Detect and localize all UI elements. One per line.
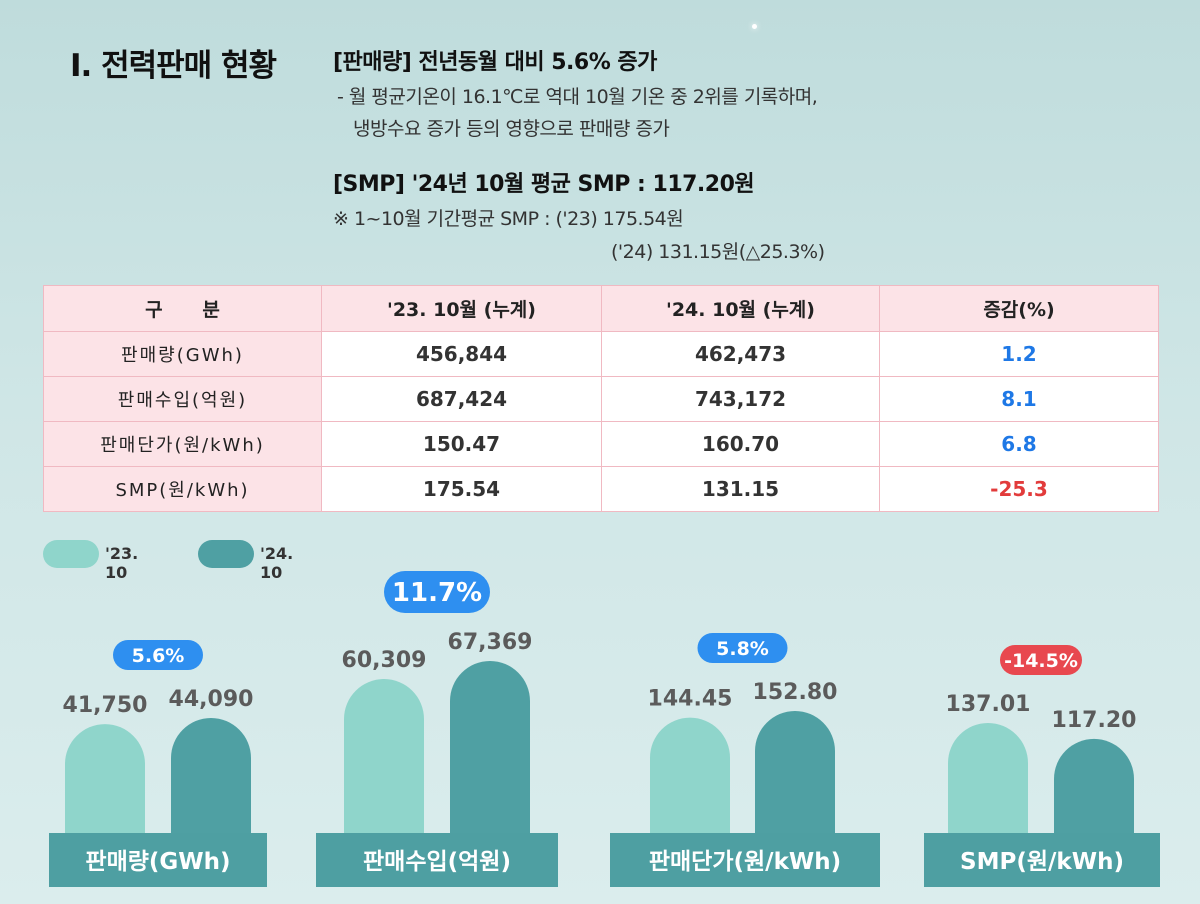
category-label-box [316, 833, 558, 887]
row-label: 판매수입(억원) [43, 376, 322, 422]
category-label: 판매량(GWh) [85, 849, 230, 875]
category-label-box [924, 833, 1160, 887]
sparkle-decoration [752, 24, 757, 29]
bar-2024 [450, 661, 530, 833]
smp-note-line-1: ※ 1~10월 기간평균 SMP : ('23) 175.54원 [333, 208, 684, 230]
change-badge [113, 640, 203, 670]
sales-table: 구 분 '23. 10월 (누계) '24. 10월 (누계) 증감(%) 판매… [43, 285, 1159, 512]
sales-detail-line-2: 냉방수요 증가 등의 영향으로 판매량 증가 [353, 118, 670, 140]
value-2023: 175.54 [321, 466, 602, 512]
value-2024: 160.70 [601, 421, 880, 467]
value-2024: 131.15 [601, 466, 880, 512]
smp-note-line-2: ('24) 131.15원(△25.3%) [611, 241, 825, 263]
value-2023: 150.47 [321, 421, 602, 467]
change-value: 1.2 [879, 331, 1159, 377]
smp-headline: [SMP] '24년 10월 평균 SMP : 117.20원 [333, 172, 755, 197]
change-badge [1000, 645, 1082, 675]
legend-label-2023: '23. 10 [105, 544, 139, 582]
sales-detail-line-1: - 월 평균기온이 16.1℃로 역대 10월 기온 중 2위를 기록하며, [337, 86, 818, 108]
table-row: 판매수입(억원) 687,424 743,172 8.1 [43, 376, 1159, 422]
category-label-box [610, 833, 880, 887]
category-label: 판매수입(억원) [363, 849, 511, 875]
bar-value-label: 117.20 [1052, 708, 1137, 733]
bar-value-label: 144.45 [648, 687, 733, 712]
change-badge-label: 11.7% [392, 578, 482, 608]
category-label: SMP(원/kWh) [960, 849, 1124, 875]
value-2024: 743,172 [601, 376, 880, 422]
bar-2023 [650, 717, 730, 833]
value-2024: 462,473 [601, 331, 880, 377]
change-badge [384, 571, 490, 613]
legend-swatch-2024 [198, 540, 254, 568]
change-badge [697, 633, 788, 663]
bar-value-label: 41,750 [63, 693, 148, 718]
change-badge-label: 5.6% [132, 645, 185, 667]
col-header-change: 증감(%) [879, 285, 1159, 332]
bar-value-label: 44,090 [169, 687, 254, 712]
bar-value-label: 60,309 [342, 648, 427, 673]
change-value: -25.3 [879, 466, 1159, 512]
sales-headline: [판매량] 전년동월 대비 5.6% 증가 [333, 50, 657, 75]
bar-2024 [1054, 738, 1134, 833]
col-header-2024: '24. 10월 (누계) [601, 285, 880, 332]
legend-swatch-2023 [43, 540, 99, 568]
change-badge-label: -14.5% [1004, 650, 1078, 672]
change-value: 6.8 [879, 421, 1159, 467]
table-row: 판매량(GWh) 456,844 462,473 1.2 [43, 331, 1159, 377]
value-2023: 456,844 [321, 331, 602, 377]
category-label-box [49, 833, 267, 887]
change-badge-label: 5.8% [716, 638, 769, 660]
section-title: I. 전력판매 현황 [70, 48, 277, 84]
bar-value-label: 152.80 [753, 680, 838, 705]
bar-2023 [344, 679, 424, 833]
bar-2024 [171, 718, 251, 833]
legend-label-2024: '24. 10 [260, 544, 294, 582]
bar-value-label: 67,369 [448, 630, 533, 655]
table-row: 판매단가(원/kWh) 150.47 160.70 6.8 [43, 421, 1159, 467]
row-label: SMP(원/kWh) [43, 466, 322, 512]
bar-2023 [65, 724, 145, 833]
bar-2024 [755, 711, 835, 833]
table-row: SMP(원/kWh) 175.54 131.15 -25.3 [43, 466, 1159, 512]
category-label: 판매단가(원/kWh) [649, 849, 841, 875]
col-header-2023: '23. 10월 (누계) [321, 285, 602, 332]
bar-2023 [948, 723, 1028, 833]
bar-value-label: 137.01 [946, 692, 1031, 717]
